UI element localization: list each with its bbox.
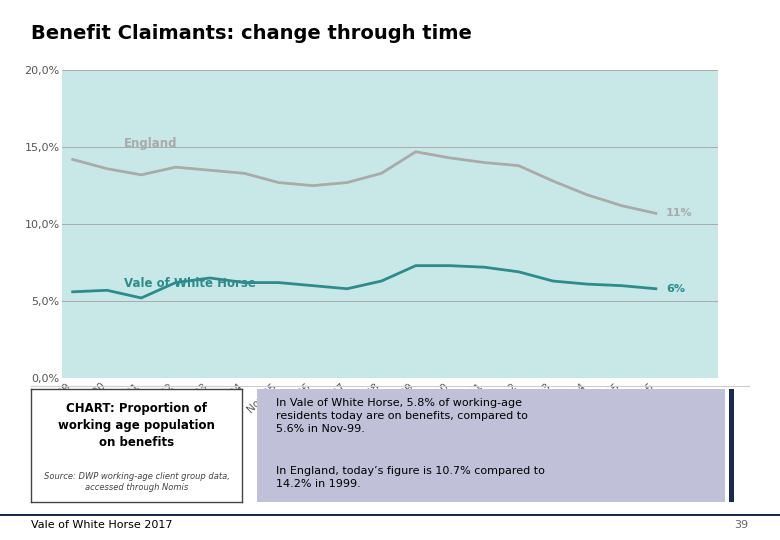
- Text: In England, today’s figure is 10.7% compared to
14.2% in 1999.: In England, today’s figure is 10.7% comp…: [276, 465, 545, 489]
- Text: Source: DWP working-age client group data,
accessed through Nomis: Source: DWP working-age client group dat…: [44, 472, 229, 492]
- Text: Benefit Claimants: change through time: Benefit Claimants: change through time: [31, 24, 472, 43]
- Text: 11%: 11%: [666, 208, 693, 218]
- Text: 6%: 6%: [666, 284, 685, 294]
- Text: Vale of White Horse: Vale of White Horse: [124, 277, 256, 291]
- Text: 39: 39: [735, 520, 749, 530]
- Text: England: England: [124, 137, 178, 150]
- Text: Vale of White Horse 2017: Vale of White Horse 2017: [31, 520, 172, 530]
- Text: CHART: Proportion of
working age population
on benefits: CHART: Proportion of working age populat…: [58, 402, 215, 449]
- Text: In Vale of White Horse, 5.8% of working-age
residents today are on benefits, com: In Vale of White Horse, 5.8% of working-…: [276, 398, 528, 434]
